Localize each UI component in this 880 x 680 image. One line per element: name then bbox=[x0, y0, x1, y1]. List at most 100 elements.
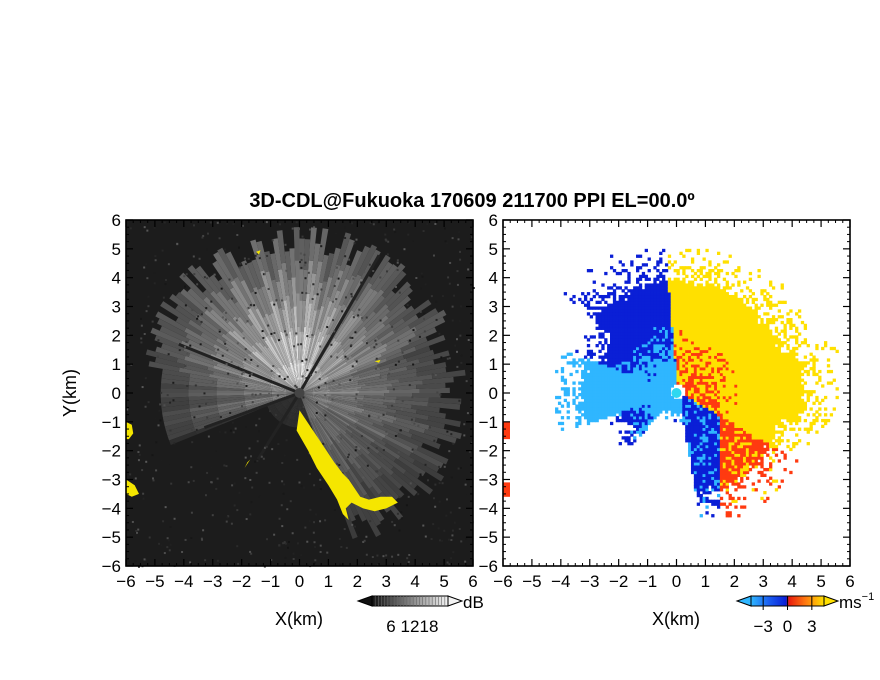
intensity-wedge bbox=[392, 314, 419, 334]
velocity-pixel bbox=[722, 381, 727, 385]
velocity-pixel bbox=[693, 424, 698, 428]
velocity-pixel bbox=[708, 306, 712, 310]
velocity-pixel bbox=[607, 303, 611, 307]
noise-pixel bbox=[190, 511, 193, 514]
velocity-pixel bbox=[586, 269, 591, 273]
intensity-wedge bbox=[301, 300, 306, 332]
velocity-pixel bbox=[578, 297, 582, 302]
velocity-pixel bbox=[612, 390, 617, 394]
velocity-pixel bbox=[725, 283, 729, 287]
intensity-wedge bbox=[395, 417, 430, 430]
velocity-pixel bbox=[618, 306, 622, 310]
intensity-wedge bbox=[302, 406, 305, 414]
intensity-wedge bbox=[277, 367, 300, 393]
velocity-pixel bbox=[699, 320, 703, 325]
intensity-wedge bbox=[276, 339, 289, 367]
velocity-pixel bbox=[714, 277, 718, 281]
velocity-pixel bbox=[638, 401, 643, 405]
velocity-pixel bbox=[592, 395, 596, 400]
noise-pixel bbox=[156, 355, 159, 358]
velocity-pixel bbox=[737, 266, 741, 270]
velocity-pixel bbox=[653, 372, 657, 377]
velocity-pixel bbox=[705, 442, 709, 446]
velocity-pixel bbox=[604, 326, 608, 330]
velocity-pixel bbox=[705, 433, 709, 437]
velocity-pixel bbox=[659, 257, 663, 261]
velocity-pixel bbox=[636, 378, 640, 382]
velocity-pixel bbox=[659, 300, 663, 305]
velocity-pixel bbox=[647, 312, 651, 316]
velocity-pixel bbox=[656, 309, 660, 313]
velocity-pixel bbox=[705, 361, 709, 365]
intensity-wedge bbox=[398, 374, 433, 383]
velocity-pixel bbox=[627, 404, 631, 408]
intensity-wedge bbox=[299, 393, 312, 418]
intensity-wedge bbox=[216, 394, 245, 399]
velocity-pixel bbox=[653, 416, 657, 420]
velocity-pixel bbox=[667, 387, 672, 391]
velocity-pixel bbox=[664, 329, 669, 333]
noise-pixel bbox=[189, 344, 192, 347]
velocity-pixel bbox=[714, 444, 718, 449]
velocity-pixel bbox=[621, 306, 625, 310]
noise-pixel bbox=[235, 319, 238, 322]
velocity-pixel bbox=[716, 329, 721, 333]
noise-pixel bbox=[368, 263, 371, 266]
intensity-wedge bbox=[299, 376, 328, 393]
velocity-pixel bbox=[690, 467, 695, 472]
velocity-pixel bbox=[693, 323, 698, 328]
intensity-wedge bbox=[353, 342, 383, 361]
velocity-pixel bbox=[737, 375, 741, 379]
velocity-pixel bbox=[618, 346, 622, 351]
intensity-wedge bbox=[299, 393, 329, 411]
velocity-pixel bbox=[641, 407, 646, 411]
velocity-pixel bbox=[624, 312, 628, 316]
velocity-pixel bbox=[714, 309, 718, 313]
velocity-pixel bbox=[636, 266, 640, 270]
velocity-pixel bbox=[673, 338, 677, 342]
velocity-pixel bbox=[624, 306, 628, 310]
velocity-pixel bbox=[702, 390, 706, 394]
intensity-wedge bbox=[299, 393, 332, 396]
velocity-pixel bbox=[676, 300, 680, 305]
intensity-wedge bbox=[328, 247, 341, 278]
velocity-pixel bbox=[670, 335, 675, 339]
velocity-pixel bbox=[621, 346, 625, 351]
velocity-pixel bbox=[737, 436, 741, 440]
velocity-pixel bbox=[621, 381, 625, 385]
intensity-wedge bbox=[227, 330, 254, 353]
velocity-pixel bbox=[627, 329, 631, 333]
velocity-pixel bbox=[604, 294, 608, 299]
noise-pixel bbox=[273, 533, 276, 536]
intensity-wedge bbox=[328, 406, 360, 422]
velocity-pixel bbox=[722, 442, 727, 446]
velocity-pixel bbox=[722, 418, 727, 423]
velocity-pixel bbox=[714, 286, 718, 290]
velocity-pixel bbox=[627, 439, 631, 443]
velocity-pixel bbox=[589, 315, 594, 319]
velocity-pixel bbox=[696, 467, 701, 472]
noise-pixel bbox=[320, 288, 323, 291]
velocity-pixel bbox=[638, 424, 643, 428]
velocity-pixel bbox=[725, 323, 729, 328]
noise-pixel bbox=[265, 221, 268, 224]
velocity-pixel bbox=[607, 292, 611, 296]
velocity-pixel bbox=[737, 453, 741, 457]
velocity-pixel bbox=[662, 338, 666, 342]
noise-pixel bbox=[397, 339, 400, 342]
velocity-pixel bbox=[607, 375, 611, 379]
velocity-pixel bbox=[636, 410, 640, 414]
noise-pixel bbox=[163, 221, 166, 224]
noise-pixel bbox=[166, 394, 169, 397]
velocity-pixel bbox=[734, 343, 738, 348]
noise-pixel bbox=[282, 542, 285, 545]
velocity-pixel bbox=[682, 352, 686, 356]
noise-pixel bbox=[460, 305, 463, 308]
velocity-pixel bbox=[737, 430, 741, 434]
velocity-pixel bbox=[716, 398, 721, 403]
velocity-pixel bbox=[696, 439, 701, 443]
intensity-wedge bbox=[216, 363, 245, 376]
velocity-pixel bbox=[636, 401, 640, 405]
velocity-pixel bbox=[664, 338, 669, 342]
velocity-pixel bbox=[615, 349, 620, 354]
